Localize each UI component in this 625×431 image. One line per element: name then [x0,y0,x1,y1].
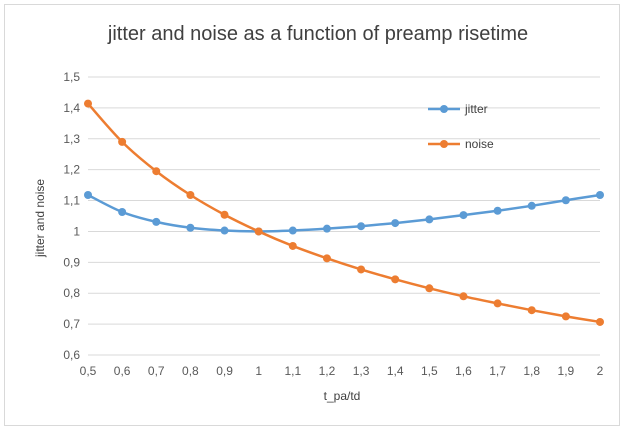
data-point-jitter [152,217,161,226]
x-tick-label: 1,6 [455,364,472,378]
y-tick-label: 1,2 [63,163,80,177]
legend: jitter noise [428,102,494,151]
data-point-noise [596,317,604,326]
data-point-jitter [288,226,297,235]
data-point-jitter [391,219,400,228]
x-tick-labels: 0,5 0,6 0,7 0,8 0,9 1 1,1 1,2 1,3 1,4 1,5 1,6 1,7 1,8… [80,364,604,378]
chart-frame [4,4,620,426]
x-tick-label: 1 [255,364,262,378]
x-tick-label: 1,2 [319,364,336,378]
data-point-noise [322,254,331,263]
data-point-jitter [322,224,331,233]
data-point-jitter [459,211,468,220]
data-point-noise [152,167,161,176]
data-point-jitter [493,206,502,215]
legend-marker-noise [440,140,448,148]
x-tick-label: 1,3 [353,364,370,378]
data-point-jitter [84,190,92,199]
series-line-jitter [87,193,601,233]
y-tick-label: 0,6 [63,348,80,362]
data-point-noise [527,306,536,315]
y-tick-label: 0,7 [63,317,80,331]
x-tick-label: 0,5 [80,364,97,378]
data-point-jitter [357,222,366,231]
y-tick-label: 1,3 [63,132,80,146]
data-point-noise [220,210,229,219]
data-point-jitter [118,207,127,216]
x-tick-label: 0,7 [148,364,165,378]
y-tick-label: 1,1 [63,194,80,208]
data-point-noise [561,312,570,321]
series-line-noise [87,102,601,324]
data-point-jitter [425,215,434,224]
x-tick-label: 0,8 [182,364,199,378]
y-tick-labels: 0,6 0,7 0,8 0,9 1 1,1 1,2 1,3 1,4 1,5 [63,70,80,362]
x-tick-label: 2 [597,364,604,378]
data-point-jitter [596,190,604,199]
data-point-jitter [186,223,195,232]
x-axis-label: t_pa/td [324,389,361,403]
data-point-noise [84,99,92,108]
legend-label-noise: noise [465,137,494,151]
y-tick-label: 1,5 [63,70,80,84]
legend-label-jitter: jitter [464,102,488,116]
data-point-noise [186,190,195,199]
y-tick-label: 1,4 [63,101,80,115]
x-tick-label: 1,9 [558,364,575,378]
data-point-jitter [527,201,536,210]
x-tick-label: 1,1 [284,364,301,378]
x-tick-label: 0,6 [114,364,131,378]
data-point-jitter [561,196,570,205]
y-tick-label: 1 [73,224,80,238]
series-layer [84,99,604,326]
x-tick-label: 1,5 [421,364,438,378]
data-point-noise [118,137,127,146]
data-point-noise [425,284,434,293]
x-tick-label: 1,8 [523,364,540,378]
x-tick-label: 1,4 [387,364,404,378]
x-tick-label: 0,9 [216,364,233,378]
data-point-jitter [220,226,229,235]
chart-title: jitter and noise as a function of preamp… [107,23,528,45]
y-tick-label: 0,8 [63,286,80,300]
data-point-noise [288,241,297,250]
x-tick-label: 1,7 [489,364,506,378]
data-point-noise [459,292,468,301]
data-point-noise [254,227,263,236]
data-point-noise [357,265,366,274]
data-point-noise [391,275,400,284]
y-axis-label: jitter and noise [33,179,47,258]
y-tick-label: 0,9 [63,255,80,269]
legend-marker-jitter [440,105,448,113]
gridlines [88,76,600,356]
data-point-noise [493,299,502,308]
